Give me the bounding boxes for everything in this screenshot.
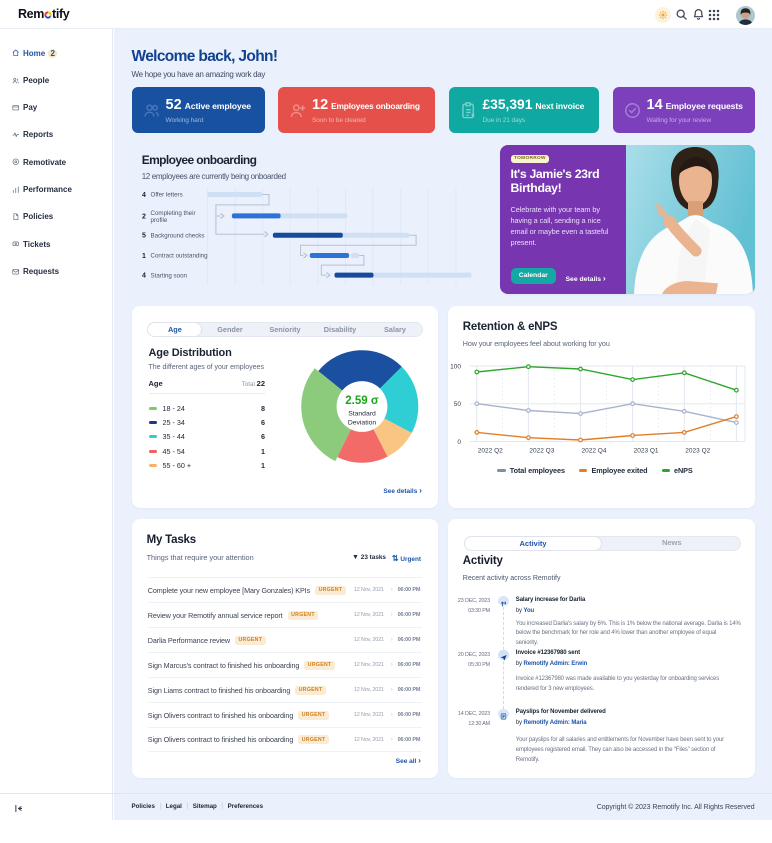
svg-text:2: 2: [142, 213, 146, 220]
svg-text:Contract outstanding: Contract outstanding: [150, 253, 208, 260]
svg-text:2022 Q2: 2022 Q2: [478, 448, 503, 455]
svg-text:2022 Q4: 2022 Q4: [582, 448, 607, 455]
svg-text:2022 Q3: 2022 Q3: [529, 448, 554, 455]
svg-text:Background checks: Background checks: [150, 232, 204, 239]
svg-text:0: 0: [457, 439, 461, 446]
svg-text:1: 1: [142, 253, 146, 260]
svg-text:Deviation: Deviation: [347, 420, 376, 427]
svg-text:Standard: Standard: [348, 411, 376, 418]
svg-text:100: 100: [450, 364, 461, 371]
svg-text:4: 4: [142, 192, 146, 199]
svg-text:profile: profile: [150, 217, 167, 224]
svg-text:Offer letters: Offer letters: [150, 192, 182, 199]
svg-text:2023 Q1: 2023 Q1: [634, 448, 659, 455]
svg-text:50: 50: [454, 401, 462, 408]
svg-text:2.59 σ: 2.59 σ: [345, 395, 379, 407]
svg-text:5: 5: [142, 233, 146, 240]
svg-text:2023 Q2: 2023 Q2: [685, 448, 710, 455]
svg-text:Completing their: Completing their: [150, 210, 195, 217]
svg-text:4: 4: [142, 273, 146, 280]
svg-text:Starting soon: Starting soon: [150, 272, 187, 279]
